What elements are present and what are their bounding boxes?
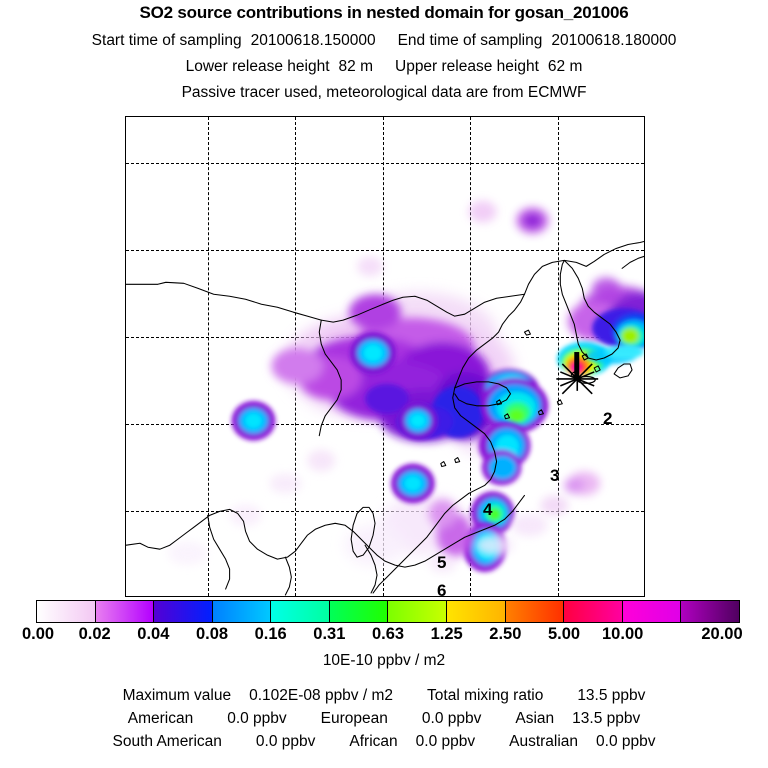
colorbar-segment-1 [95, 601, 155, 622]
sampling-time-line: Start time of sampling 20100618.150000 End… [0, 32, 768, 50]
end-time-value: 20100618.180000 [551, 32, 677, 49]
total-mixing-ratio-value: 13.5 ppbv [577, 687, 646, 704]
colorbar-tick-5.00: 5.00 [547, 625, 581, 643]
concentration-plume-field [167, 200, 644, 574]
start-time-label: Start time of sampling [91, 32, 242, 49]
australian-label: Australian [509, 733, 579, 750]
african-value: 0.0 ppbv [415, 733, 476, 750]
colorbar-segment-2 [154, 601, 213, 622]
release-height-line: Lower release height 82 m Upper release he… [0, 58, 768, 76]
colorbar-segment-11 [681, 601, 739, 622]
colorbar-tick-0.04: 0.04 [137, 625, 170, 643]
colorbar [36, 600, 740, 623]
colorbar-segment-3 [212, 601, 272, 622]
map-region-label-3: 3 [550, 466, 560, 485]
colorbar-segment-8 [505, 601, 565, 622]
coastline-overlay [126, 240, 644, 596]
map-region-label-6: 6 [437, 581, 447, 600]
max-value-label: Maximum value [122, 687, 232, 704]
american-value: 0.0 ppbv [227, 710, 287, 727]
european-label: European [320, 710, 388, 727]
european-value: 0.0 ppbv [421, 710, 482, 727]
colorbar-segment-4 [271, 601, 330, 622]
colorbar-tick-0.31: 0.31 [313, 625, 346, 643]
colorbar-tick-2.50: 2.50 [489, 625, 522, 643]
lower-release-height-label: Lower release height [185, 58, 330, 75]
south-american-value: 0.0 ppbv [255, 733, 316, 750]
upper-release-height-value: 62 m [547, 58, 583, 75]
map-region-label-2: 2 [603, 409, 613, 428]
upper-release-height-label: Upper release height [395, 58, 539, 75]
receptor-star-marker [556, 352, 599, 395]
footer-contrib-row-1: American 0.0 ppbv European 0.0 ppbv Asian 13.… [0, 710, 768, 728]
colorbar-unit-label: 10E-10 ppbv / m2 [322, 652, 446, 669]
max-value-value: 0.102E-08 ppbv / m2 [249, 687, 394, 704]
asian-value: 13.5 ppbv [572, 710, 641, 727]
colorbar-segment-5 [329, 601, 389, 622]
australian-value: 0.0 ppbv [596, 733, 656, 750]
colorbar-segment-6 [388, 601, 448, 622]
total-mixing-ratio-label: Total mixing ratio [427, 687, 544, 704]
colorbar-tick-0.08: 0.08 [195, 625, 229, 643]
map-region-label-5: 5 [437, 553, 447, 572]
map-region-label-4: 4 [483, 500, 493, 519]
map-plot-area [125, 116, 645, 597]
colorbar-tick-labels: 0.00 0.02 0.04 0.08 0.16 0.31 0.63 1.25 2.50 5.00… [0, 625, 768, 645]
start-time-value: 20100618.150000 [250, 32, 376, 49]
footer-summary-row: Maximum value 0.102E-08 ppbv / m2 Total mi… [0, 687, 768, 705]
colorbar-tick-10.00: 10.00 [602, 625, 644, 643]
lower-release-height-value: 82 m [338, 58, 373, 75]
colorbar-segments [36, 600, 740, 623]
colorbar-tick-20.00: 20.00 [701, 625, 743, 643]
end-time-label: End time of sampling [397, 32, 543, 49]
colorbar-segment-10 [622, 601, 682, 622]
colorbar-tick-0.02: 0.02 [78, 625, 111, 643]
african-label: African [349, 733, 398, 750]
colorbar-tick-0.63: 0.63 [371, 625, 405, 643]
colorbar-tick-0.16: 0.16 [254, 625, 287, 643]
page-title: SO2 source contributions in nested domai… [139, 3, 629, 22]
south-american-label: South American [112, 733, 222, 750]
colorbar-tick-0.00: 0.00 [21, 625, 55, 643]
colorbar-segment-9 [564, 601, 623, 622]
colorbar-segment-7 [447, 601, 506, 622]
colorbar-tick-1.25: 1.25 [430, 625, 463, 643]
footer-contrib-row-2: South American 0.0 ppbv African 0.0 ppbv Aus… [0, 733, 768, 751]
asian-label: Asian [515, 710, 555, 727]
tracer-note: Passive tracer used, meteorological data… [181, 84, 587, 101]
colorbar-segment-0 [37, 601, 96, 622]
american-label: American [127, 710, 194, 727]
